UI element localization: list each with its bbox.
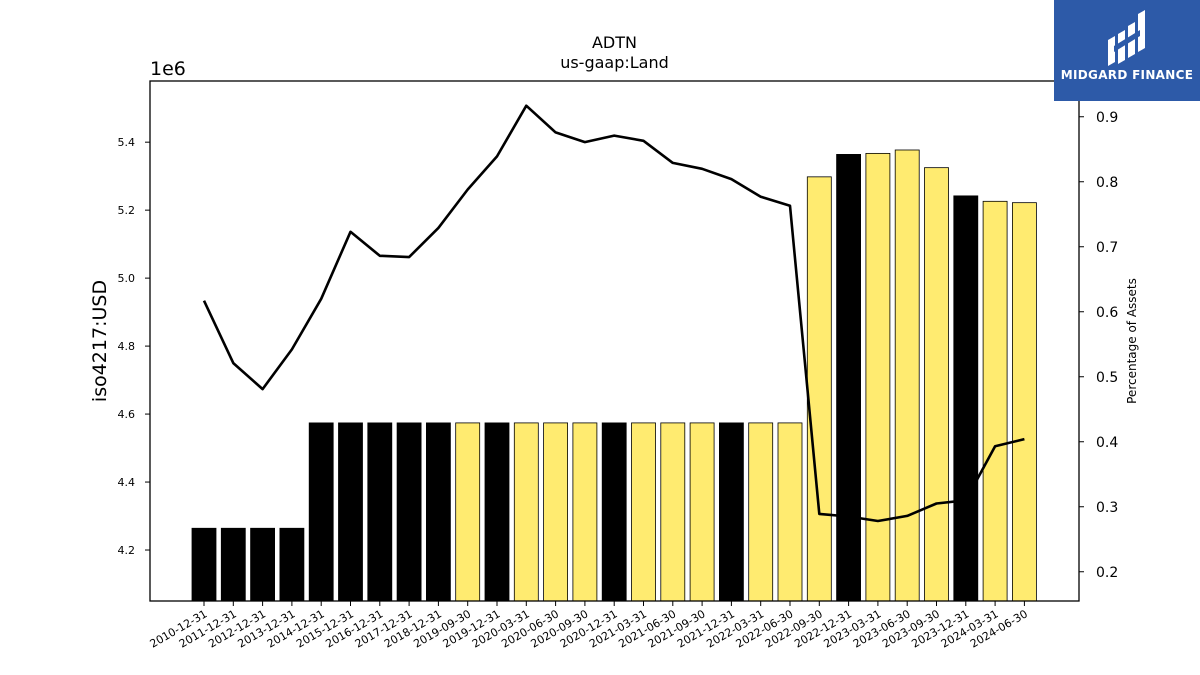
percentage-of-assets-line — [202, 104, 1025, 523]
y2-tick-label: 0.8 — [1096, 175, 1118, 191]
logo-mark-icon — [1108, 10, 1145, 66]
bar-2023-06-30 — [894, 149, 920, 602]
y-tick-label: 4.2 — [118, 544, 136, 557]
y-axis-label: iso4217:USD — [89, 280, 111, 402]
y2-tick-label: 0.9 — [1096, 110, 1118, 126]
bar-2023-03-31 — [865, 152, 891, 602]
bar-2019-12-31 — [484, 422, 510, 602]
chart-title: ADTN — [592, 33, 637, 52]
bar-2020-12-31 — [601, 422, 627, 602]
y2-axis-label: Percentage of Assets — [1125, 278, 1139, 404]
bar-2020-06-30 — [543, 422, 568, 602]
bar-2015-12-31 — [338, 422, 363, 602]
y2-tick-label: 0.4 — [1096, 435, 1118, 451]
bar-2014-12-31 — [308, 422, 334, 602]
bar-2018-12-31 — [425, 422, 451, 602]
y2-tick-label: 0.3 — [1096, 500, 1118, 516]
bar-2017-12-31 — [396, 422, 422, 602]
bar-2023-09-30 — [924, 167, 949, 602]
bar-2023-12-31 — [953, 195, 979, 602]
bar-2024-06-30 — [1012, 202, 1037, 602]
bar-2020-09-30 — [572, 422, 598, 602]
bars-layer — [191, 149, 1037, 602]
y2-tick-label: 0.7 — [1096, 240, 1118, 256]
logo-text: MIDGARD FINANCE — [1060, 68, 1194, 82]
bar-2021-06-30 — [660, 422, 686, 602]
bar-2021-09-30 — [689, 422, 715, 602]
y2-tick-label: 0.6 — [1096, 305, 1118, 321]
y-tick-label: 4.4 — [118, 476, 136, 489]
chart-subtitle: us-gaap:Land — [560, 53, 669, 72]
bar-2021-03-31 — [631, 422, 656, 602]
bar-2020-03-31 — [513, 422, 539, 602]
y-tick-label: 4.8 — [118, 340, 136, 353]
y-tick-label: 4.6 — [118, 408, 136, 421]
bar-2022-06-30 — [777, 422, 803, 602]
logo: MIDGARD FINANCE — [1054, 0, 1200, 101]
bar-2022-09-30 — [806, 176, 832, 602]
y2-tick-label: 0.5 — [1096, 370, 1118, 386]
right-axis: 0.2 0.3 0.4 0.5 0.6 0.7 0.8 0.9 — [1079, 110, 1118, 581]
bar-2022-12-31 — [836, 154, 861, 602]
y-tick-label: 5.4 — [118, 136, 136, 149]
x-axis: 2010-12-312011-12-312012-12-312013-12-31… — [148, 601, 1030, 651]
bar-2011-12-31 — [220, 527, 246, 602]
bar-2016-12-31 — [367, 422, 393, 602]
y-tick-label: 5.0 — [118, 272, 136, 285]
y-offset-label: 1e6 — [150, 58, 186, 80]
left-axis: 4.2 4.4 4.6 4.8 5.0 5.2 5.4 — [118, 136, 150, 557]
bar-2024-03-31 — [982, 200, 1008, 602]
y2-tick-label: 0.2 — [1096, 565, 1118, 581]
bar-2013-12-31 — [279, 527, 305, 602]
bar-2022-03-31 — [748, 422, 774, 602]
y-tick-label: 5.2 — [118, 204, 136, 217]
bar-2021-12-31 — [719, 422, 744, 602]
line-layer — [202, 104, 1025, 523]
bar-2019-09-30 — [455, 422, 481, 602]
bar-2010-12-31 — [191, 527, 217, 602]
bar-2012-12-31 — [250, 527, 276, 602]
